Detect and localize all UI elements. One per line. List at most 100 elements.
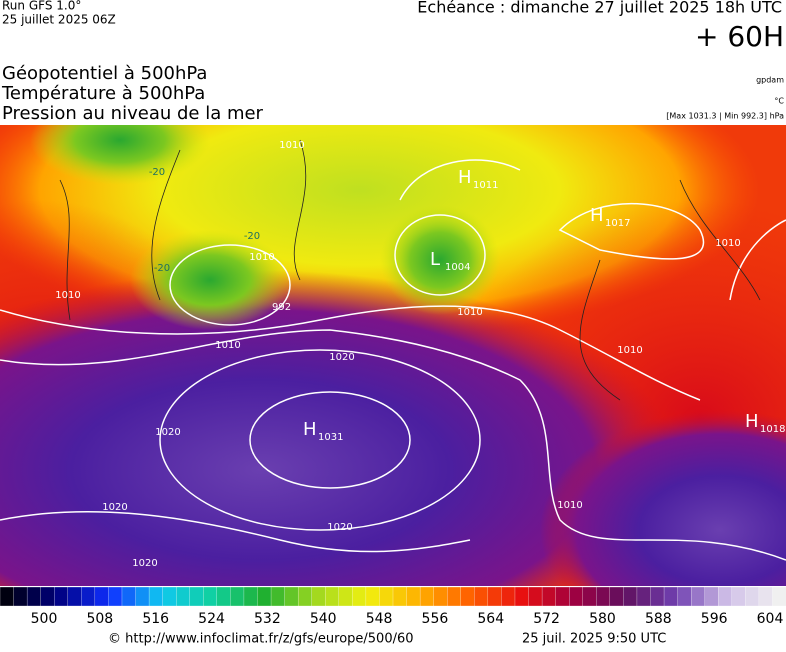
color-swatch	[419, 586, 435, 607]
color-swatch	[338, 586, 353, 607]
system-value: 1018	[760, 424, 785, 435]
color-swatch	[447, 586, 462, 607]
color-swatch	[541, 586, 557, 607]
color-swatch	[297, 586, 313, 607]
system-value: 1011	[473, 180, 498, 191]
system-value: 992	[272, 302, 291, 313]
color-swatch	[189, 586, 204, 607]
system-value: 1017	[605, 218, 630, 229]
layer-title: Pression au niveau de la mer	[2, 103, 264, 124]
color-swatch	[514, 586, 529, 607]
colorbar-label: 564	[477, 611, 504, 627]
source-url: © http://www.infoclimat.fr/z/gfs/europe/…	[108, 632, 414, 647]
colorbar: 500 508 516 524 532 540 548 556 564 572 580 588 596 6…	[0, 586, 786, 627]
color-swatch	[528, 586, 543, 607]
isobar-label: 1020	[132, 558, 157, 569]
color-swatch	[257, 586, 272, 607]
color-swatch	[203, 586, 218, 607]
colorbar-label: 532	[254, 611, 281, 627]
color-swatch	[121, 586, 136, 607]
isobar-label: 1010	[617, 345, 642, 356]
system-value: 1004	[445, 262, 470, 273]
system-value: 1031	[318, 432, 343, 443]
color-swatch	[270, 586, 286, 607]
colorbar-label: 604	[757, 611, 784, 627]
valid-time: Echéance : dimanche 27 juillet 2025 18h …	[417, 0, 782, 17]
isobar-label: 1020	[329, 352, 354, 363]
temperature-label: -20	[149, 167, 165, 178]
color-swatch	[596, 586, 611, 607]
color-swatch	[176, 586, 191, 607]
color-swatch	[474, 586, 489, 607]
color-swatch	[26, 586, 42, 607]
color-swatch	[392, 586, 408, 607]
colorbar-label: 548	[366, 611, 393, 627]
color-swatch	[67, 586, 82, 607]
isobar-label: 1020	[327, 522, 352, 533]
colorbar-label: 580	[589, 611, 616, 627]
colorbar-label: 596	[701, 611, 728, 627]
system-symbol: H	[458, 167, 472, 188]
color-swatch	[487, 586, 502, 607]
system-symbol: H	[745, 411, 759, 432]
color-swatch	[731, 586, 746, 607]
system-symbol: L	[430, 249, 440, 270]
color-swatch	[718, 586, 733, 607]
color-swatch	[162, 586, 177, 607]
colorbar-label: 588	[645, 611, 672, 627]
color-swatch	[108, 586, 123, 607]
color-swatch	[243, 586, 258, 607]
color-swatch	[379, 586, 394, 607]
isobar-label: 1010	[457, 307, 482, 318]
layer-title: Géopotentiel à 500hPa	[2, 63, 207, 84]
colorbar-label: 556	[422, 611, 449, 627]
color-swatch	[772, 586, 786, 607]
color-swatch	[0, 586, 15, 607]
color-swatch	[284, 586, 299, 607]
temperature-label: -20	[244, 231, 260, 242]
color-swatch	[609, 586, 624, 607]
color-swatch	[406, 586, 421, 607]
color-swatch	[325, 586, 340, 607]
color-swatch	[216, 586, 231, 607]
color-swatch	[623, 586, 638, 607]
color-swatch	[13, 586, 28, 607]
color-swatch	[352, 586, 367, 607]
isobar-label: 1010	[215, 340, 240, 351]
color-swatch	[460, 586, 475, 607]
isobar-label: 1020	[102, 502, 127, 513]
color-swatch	[745, 586, 760, 607]
color-swatch	[148, 586, 164, 607]
timestamp: 25 juil. 2025 9:50 UTC	[522, 632, 666, 647]
color-swatch	[582, 586, 597, 607]
colorbar-label: 508	[86, 611, 113, 627]
color-swatch	[365, 586, 380, 607]
isobar-label: 1010	[715, 238, 740, 249]
color-swatch	[501, 586, 516, 607]
color-swatch	[663, 586, 679, 607]
color-swatch	[40, 586, 55, 607]
layer-title: Température à 500hPa	[1, 83, 205, 104]
color-swatch	[311, 586, 326, 607]
color-swatch	[569, 586, 584, 607]
isobar-label: 1010	[279, 140, 304, 151]
color-swatch	[433, 586, 448, 607]
run-date: 25 juillet 2025 06Z	[2, 13, 116, 27]
isobar-label: 1010	[55, 290, 80, 301]
isobar-label: 1010	[557, 500, 582, 511]
pressure-range: [Max 1031.3 | Min 992.3] hPa	[666, 112, 784, 121]
color-swatch	[690, 586, 706, 607]
isobar-label: 1010	[249, 252, 274, 263]
color-swatch	[555, 586, 570, 607]
lead-time: + 60H	[695, 20, 784, 53]
colorbar-label: 524	[198, 611, 225, 627]
run-label: Run GFS 1.0°	[2, 0, 81, 13]
color-swatch	[230, 586, 245, 607]
color-swatch	[81, 586, 96, 607]
temperature-label: -20	[154, 263, 170, 274]
color-swatch	[704, 586, 719, 607]
color-swatch	[636, 586, 651, 607]
system-symbol: H	[590, 205, 604, 226]
